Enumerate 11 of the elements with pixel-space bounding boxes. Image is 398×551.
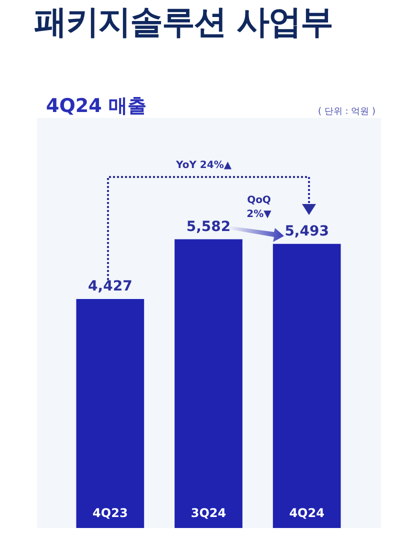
chart-title: 패키지솔루션 사업부 <box>34 1 332 43</box>
data-label: 4,427 <box>88 278 132 295</box>
text: QoQ 2%▼ <box>246 194 272 222</box>
text: ( 단위 : 억원 ) <box>318 106 376 118</box>
x-tick-label: 4Q24 <box>289 506 324 520</box>
text: YoY 24%▲ <box>176 160 232 171</box>
chart-subtitle: 4Q24 매출 <box>46 94 146 119</box>
data-label: 5,493 <box>284 224 329 240</box>
data-label: 5,582 <box>186 218 231 235</box>
x-tick-label: 3Q24 <box>190 506 226 520</box>
x-tick-label: 4Q23 <box>92 506 128 520</box>
